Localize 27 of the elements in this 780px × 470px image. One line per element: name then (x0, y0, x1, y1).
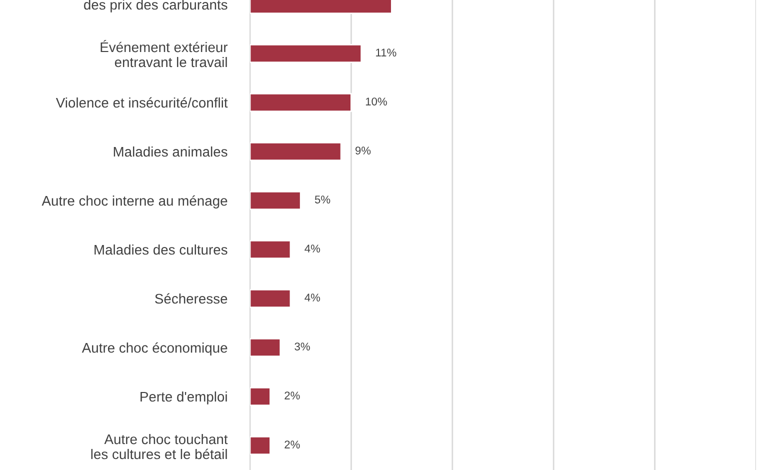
data-label: 4% (304, 244, 320, 252)
bar (250, 288, 292, 308)
bar (250, 92, 352, 112)
data-label: 5% (314, 196, 330, 204)
bar (250, 338, 282, 358)
data-label: 11% (376, 48, 396, 56)
y-tick-label: Perte d'emploi (140, 391, 227, 404)
y-tick-label: Maladies des cultures (94, 244, 228, 255)
data-label: 2% (284, 440, 300, 448)
bar (250, 436, 271, 456)
data-label: 9% (355, 146, 371, 154)
y-tick-label: Autre choc touchant les cultures et le bétail (91, 434, 228, 460)
bar (250, 44, 362, 64)
data-label: 3% (294, 342, 310, 350)
y-tick-label: Événement extérieur entravant le travail (100, 40, 228, 68)
y-tick-label: Sécheresse (155, 293, 228, 304)
y-tick-label: Violence et insécurité/conflit (56, 97, 228, 108)
bar (250, 240, 292, 260)
y-tick-label: Autre choc interne au ménage (42, 195, 228, 208)
data-label: 4% (304, 294, 320, 302)
bar (250, 190, 302, 210)
y-tick-label: Autre choc économique (82, 342, 228, 356)
bar (250, 386, 271, 406)
y-tick-label: Maladies animales (114, 146, 228, 157)
data-label: 10% (366, 98, 387, 106)
bar (250, 142, 342, 162)
data-label: 2% (284, 392, 300, 400)
